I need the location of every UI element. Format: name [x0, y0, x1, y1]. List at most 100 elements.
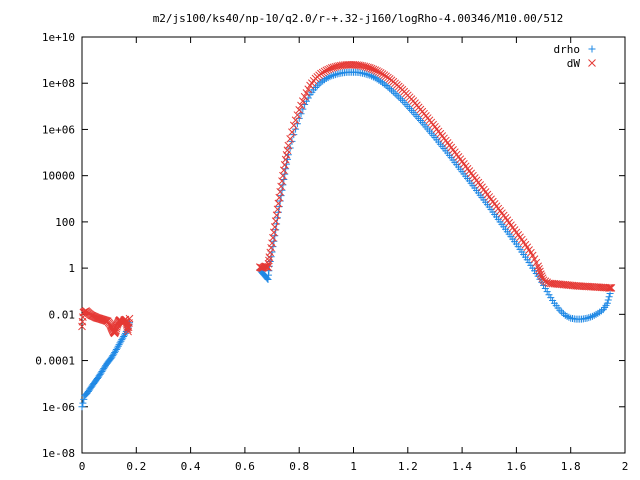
data-point: [397, 95, 405, 103]
data-point: [100, 365, 108, 373]
data-point: [360, 70, 368, 78]
data-point: [265, 253, 274, 261]
series-dw: [78, 60, 616, 338]
data-point: [344, 60, 352, 69]
data-point: [97, 369, 105, 377]
data-point: [288, 128, 296, 136]
data-point: [604, 283, 613, 292]
data-point: [293, 111, 302, 119]
legend-marker-dw: [588, 59, 596, 67]
data-point: [298, 97, 307, 105]
data-point: [111, 347, 119, 355]
x-tick-label: 1.2: [398, 460, 418, 473]
y-tick-label: 1e+06: [42, 123, 75, 136]
data-point: [563, 312, 571, 320]
data-point: [393, 91, 401, 99]
data-point: [300, 92, 309, 101]
x-tick-label: 0: [79, 460, 86, 473]
data-point: [112, 346, 120, 354]
y-tick-label: 1e-06: [42, 401, 75, 414]
legend-label-dw: dW: [567, 57, 581, 70]
data-point: [267, 243, 275, 252]
data-point: [114, 342, 122, 350]
data-point: [297, 101, 305, 110]
data-point: [265, 256, 273, 265]
x-tick-label: 0.8: [289, 460, 309, 473]
data-point: [110, 350, 118, 358]
data-point: [594, 309, 602, 317]
data-point: [536, 267, 544, 276]
data-point: [532, 258, 541, 267]
data-point: [281, 155, 290, 164]
data-point: [79, 399, 87, 407]
data-point: [596, 308, 604, 316]
y-tick-label: 0.01: [49, 308, 76, 321]
data-point: [115, 341, 123, 349]
data-point: [539, 276, 548, 285]
data-point: [116, 339, 124, 347]
x-tick-label: 0.2: [126, 460, 146, 473]
data-point: [606, 283, 615, 292]
data-point: [556, 306, 564, 314]
data-point: [304, 85, 313, 94]
data-point: [561, 311, 569, 319]
data-point: [264, 263, 272, 272]
legend-marker-drho: [588, 45, 596, 53]
data-point: [364, 71, 372, 79]
data-point: [607, 283, 616, 292]
data-point: [322, 75, 330, 83]
data-point: [549, 296, 557, 304]
data-point: [108, 353, 116, 361]
data-point: [378, 79, 386, 87]
data-point: [324, 74, 332, 82]
data-point: [291, 116, 300, 125]
data-point: [375, 76, 383, 84]
data-point: [80, 395, 88, 403]
data-point: [125, 314, 134, 323]
data-point: [373, 75, 381, 83]
data-point: [559, 310, 567, 318]
data-point: [588, 312, 596, 320]
data-point: [326, 73, 334, 81]
data-point: [391, 90, 399, 98]
data-point: [371, 74, 379, 82]
data-point: [369, 73, 377, 81]
data-point: [374, 68, 383, 76]
data-point: [382, 81, 390, 89]
data-point: [331, 71, 339, 79]
data-point: [99, 366, 107, 374]
data-point: [603, 299, 611, 307]
y-tick-label: 10000: [42, 170, 75, 183]
data-point: [120, 333, 128, 341]
data-point: [395, 93, 403, 101]
data-point: [565, 313, 573, 321]
y-tick-label: 1: [68, 262, 75, 275]
data-point: [597, 307, 605, 315]
data-point: [263, 274, 271, 282]
y-tick-label: 1e+10: [42, 31, 75, 44]
data-point: [321, 76, 329, 84]
series-drho: [78, 68, 614, 411]
y-tick-label: 0.0001: [35, 355, 75, 368]
data-point: [319, 77, 327, 85]
data-point: [289, 121, 298, 130]
data-point: [266, 248, 275, 257]
data-point: [295, 106, 304, 114]
x-tick-label: 0.6: [235, 460, 255, 473]
data-point: [302, 89, 311, 97]
data-point: [111, 349, 119, 357]
data-point: [264, 259, 273, 268]
data-point: [109, 352, 117, 360]
data-point: [318, 68, 327, 77]
x-tick-label: 1.4: [452, 460, 472, 473]
data-point: [558, 308, 566, 316]
data-point: [543, 288, 551, 296]
data-marks: [78, 60, 616, 411]
x-tick-label: 2: [622, 460, 629, 473]
data-point: [541, 284, 549, 292]
x-tick-label: 0.4: [181, 460, 201, 473]
data-point: [547, 294, 555, 302]
data-point: [113, 344, 121, 352]
y-tick-label: 1e-08: [42, 447, 75, 460]
data-point: [535, 265, 543, 273]
